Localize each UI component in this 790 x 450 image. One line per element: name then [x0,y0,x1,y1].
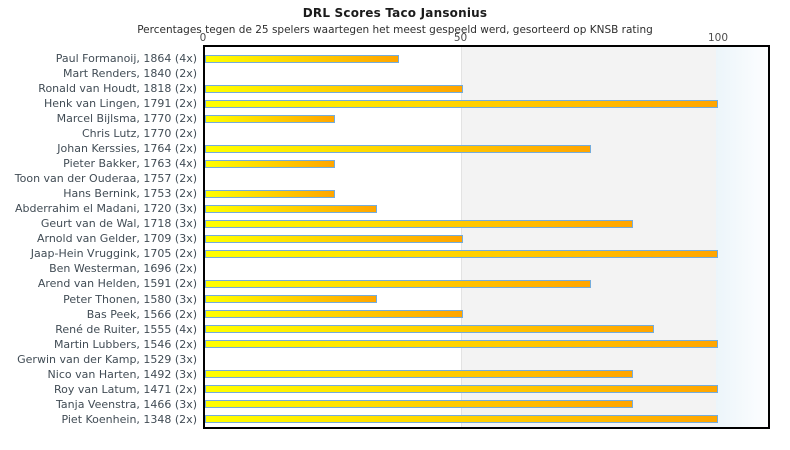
score-bar [205,159,335,168]
score-bar [205,204,378,213]
score-bar [205,325,655,334]
score-bar [205,99,719,108]
chart-row [205,246,768,261]
chart-title: DRL Scores Taco Jansonius [302,6,488,20]
row-label: Arend van Helden, 1591 (2x) [37,277,197,291]
chart-row [205,141,768,156]
score-bar [205,370,633,379]
chart-row [205,216,768,231]
score-bar [205,279,591,288]
score-bar [205,144,591,153]
score-bar [205,219,633,228]
row-label: Mart Renders, 1840 (2x) [62,67,197,81]
chart-row [205,126,768,141]
score-bar [205,295,378,304]
row-label: Abderrahim el Madani, 1720 (3x) [15,202,197,216]
row-label: Johan Kerssies, 1764 (2x) [57,142,197,156]
chart-row [205,81,768,96]
chart-row [205,96,768,111]
chart-row [205,382,768,397]
x-axis-tick-label: 0 [199,32,207,44]
chart-row [205,156,768,171]
score-bar [205,54,399,63]
score-bar [205,84,463,93]
chart-row [205,412,768,427]
row-label: Pieter Bakker, 1763 (4x) [63,157,197,171]
row-label: Tanja Veenstra, 1466 (3x) [56,397,197,411]
chart-row [205,111,768,126]
chart-row [205,186,768,201]
chart-row [205,51,768,66]
chart-row [205,352,768,367]
row-label: Bas Peek, 1566 (2x) [86,307,197,321]
row-label: Peter Thonen, 1580 (3x) [63,292,197,306]
row-label: Jaap-Hein Vruggink, 1705 (2x) [30,247,197,261]
score-bar [205,400,633,409]
score-bar [205,114,335,123]
chart-row [205,276,768,291]
chart-row [205,307,768,322]
chart-row [205,322,768,337]
chart-row [205,231,768,246]
x-axis-tick-label: 50 [453,32,468,44]
chart-row [205,261,768,276]
row-label: Nico van Harten, 1492 (3x) [47,367,197,381]
chart-row [205,171,768,186]
row-label: Martin Lubbers, 1546 (2x) [53,337,197,351]
row-label: Hans Bernink, 1753 (2x) [63,187,197,201]
row-label: Chris Lutz, 1770 (2x) [81,127,197,141]
row-label: Paul Formanoij, 1864 (4x) [55,52,197,65]
score-bar [205,385,719,394]
score-bar [205,249,719,258]
score-bar [205,310,463,319]
row-label: Piet Koenhein, 1348 (2x) [61,412,197,426]
score-bar [205,189,335,198]
row-label: Roy van Latum, 1471 (2x) [53,382,197,396]
background-band-50-100 [460,47,718,427]
chart-row [205,66,768,81]
chart-row [205,337,768,352]
row-label: Marcel Bijlsma, 1770 (2x) [56,112,197,126]
row-label: Arnold van Gelder, 1709 (3x) [36,232,197,246]
row-label: Ronald van Houdt, 1818 (2x) [38,82,197,96]
plot-rows [205,47,768,427]
score-bar [205,415,719,424]
score-bar [205,234,463,243]
x-axis-tick-label: 100 [707,32,729,44]
row-label: Geurt van de Wal, 1718 (3x) [40,217,197,231]
background-band-beyond-100 [716,47,768,427]
row-label: René de Ruiter, 1555 (4x) [55,322,197,336]
plot-area [203,45,770,429]
row-label: Ben Westerman, 1696 (2x) [49,262,197,276]
chart-subtitle: Percentages tegen de 25 spelers waartege… [137,24,653,36]
score-bar [205,340,719,349]
row-label: Toon van der Ouderaa, 1757 (2x) [14,172,197,186]
chart-row [205,292,768,307]
row-label: Henk van Lingen, 1791 (2x) [43,97,197,111]
labels-column: Paul Formanoij, 1864 (4x) Mart Renders, 1… [0,45,197,429]
chart-row [205,367,768,382]
chart-row [205,397,768,412]
x-axis-ticks: 0 50 100 [199,32,770,44]
chart-row [205,201,768,216]
row-label: Gerwin van der Kamp, 1529 (3x) [17,352,197,366]
